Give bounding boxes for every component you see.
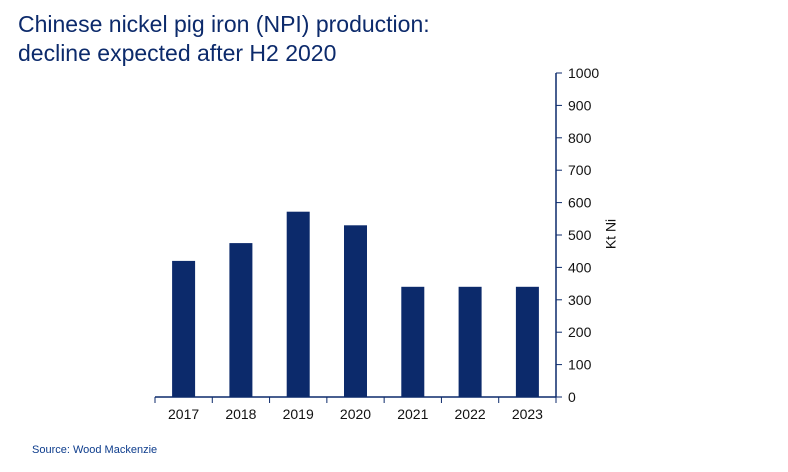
chart-title-line-1: Chinese nickel pig iron (NPI) production…: [18, 11, 430, 37]
y-tick-label: 700: [568, 162, 592, 178]
y-axis: 0 100 200 300 400 500 600 700 800 900 1000: [555, 65, 599, 405]
y-tick-label: 900: [568, 97, 592, 113]
y-tick-label: 800: [568, 130, 592, 146]
y-tick-label: 500: [568, 227, 592, 243]
x-axis: 2017 2018 2019 2020 2021 2022 2023: [154, 396, 557, 422]
x-tick-label: 2019: [283, 406, 314, 422]
y-tick-label: 400: [568, 259, 592, 275]
bar-2019: [286, 211, 310, 397]
x-tick-label: 2021: [397, 406, 428, 422]
x-tick-label: 2023: [512, 406, 543, 422]
bar-2018: [229, 243, 253, 397]
y-axis-title: Kt Ni: [603, 219, 619, 249]
bar-2022: [458, 286, 482, 397]
y-tick-label: 200: [568, 324, 592, 340]
x-tick-label: 2018: [225, 406, 256, 422]
bars-group: [172, 211, 539, 397]
bar-2021: [401, 286, 425, 397]
source-note: Source: Wood Mackenzie: [32, 444, 158, 456]
y-tick-label: 100: [568, 357, 592, 373]
bar-2023: [515, 286, 539, 397]
chart-title-line-2: decline expected after H2 2020: [18, 40, 337, 66]
y-tick-label: 300: [568, 292, 592, 308]
x-tick-label: 2022: [455, 406, 486, 422]
x-tick-label: 2020: [340, 406, 371, 422]
bar-2020: [344, 225, 367, 397]
y-tick-label: 1000: [568, 65, 599, 81]
bar-2017: [172, 260, 196, 397]
y-tick-label: 0: [568, 389, 576, 405]
chart-title: Chinese nickel pig iron (NPI) production…: [18, 10, 430, 68]
x-tick-label: 2017: [168, 406, 199, 422]
y-tick-label: 600: [568, 195, 592, 211]
